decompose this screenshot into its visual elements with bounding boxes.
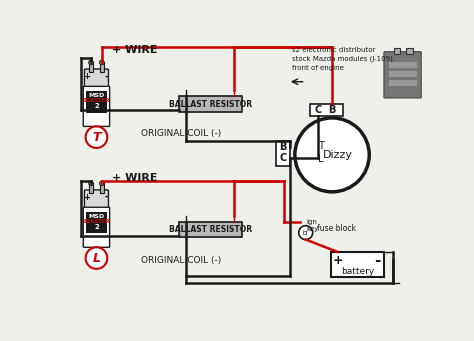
Text: +: + [83, 72, 90, 81]
Text: -: - [374, 253, 381, 268]
Bar [100, 183, 104, 193]
Text: BLASTER: BLASTER [83, 99, 109, 103]
FancyBboxPatch shape [310, 104, 343, 116]
Circle shape [100, 60, 104, 65]
Text: -: - [105, 71, 109, 81]
Bar [89, 62, 93, 72]
Text: s2 electronic distributor
stock Mazda modules (J-109)
front of engine: s2 electronic distributor stock Mazda mo… [292, 47, 392, 71]
Text: BALLAST RESISTOR: BALLAST RESISTOR [169, 225, 252, 234]
Text: 2: 2 [94, 224, 99, 230]
Text: + WIRE: + WIRE [112, 173, 157, 183]
Bar [89, 183, 93, 193]
Circle shape [100, 181, 104, 186]
Text: C: C [314, 105, 322, 115]
Text: ORIGINAL COIL (-): ORIGINAL COIL (-) [141, 256, 221, 265]
Text: $⚿$: $⚿$ [302, 228, 309, 237]
FancyBboxPatch shape [384, 52, 421, 98]
Text: T: T [318, 140, 324, 151]
FancyBboxPatch shape [179, 222, 242, 237]
Circle shape [299, 226, 313, 240]
Text: +: + [83, 193, 90, 202]
Text: BLASTER: BLASTER [83, 219, 109, 224]
Text: T: T [92, 131, 100, 144]
Text: battery: battery [341, 267, 374, 277]
Bar [86, 91, 107, 113]
Text: B: B [280, 142, 287, 152]
FancyBboxPatch shape [179, 97, 242, 112]
FancyBboxPatch shape [276, 141, 290, 166]
Bar [389, 71, 417, 77]
Text: +: + [332, 254, 343, 267]
Text: B: B [328, 105, 336, 115]
Text: fuse block: fuse block [317, 224, 356, 233]
FancyBboxPatch shape [84, 69, 109, 88]
Text: Dizzy: Dizzy [323, 150, 353, 160]
Circle shape [89, 60, 93, 65]
Bar [389, 80, 417, 86]
Circle shape [86, 127, 107, 148]
FancyBboxPatch shape [84, 190, 109, 209]
Text: BALLAST RESISTOR: BALLAST RESISTOR [169, 100, 252, 108]
Text: + WIRE: + WIRE [112, 45, 157, 55]
Bar [394, 48, 400, 54]
Text: MSD: MSD [88, 214, 105, 219]
Bar [86, 212, 107, 234]
Circle shape [86, 247, 107, 269]
FancyBboxPatch shape [331, 252, 384, 277]
Text: C: C [280, 153, 287, 163]
FancyBboxPatch shape [83, 207, 109, 247]
FancyBboxPatch shape [83, 86, 109, 127]
Bar [100, 62, 104, 72]
Text: L: L [319, 154, 324, 164]
Text: L: L [92, 252, 100, 265]
Circle shape [89, 181, 93, 186]
Circle shape [295, 118, 369, 192]
Text: ign
key: ign key [307, 219, 319, 232]
Text: MSD: MSD [88, 93, 105, 98]
Text: ORIGINAL COIL (-): ORIGINAL COIL (-) [141, 129, 221, 138]
Bar [406, 48, 413, 54]
Text: -: - [105, 192, 109, 202]
Bar [389, 62, 417, 68]
Text: 2: 2 [94, 103, 99, 109]
